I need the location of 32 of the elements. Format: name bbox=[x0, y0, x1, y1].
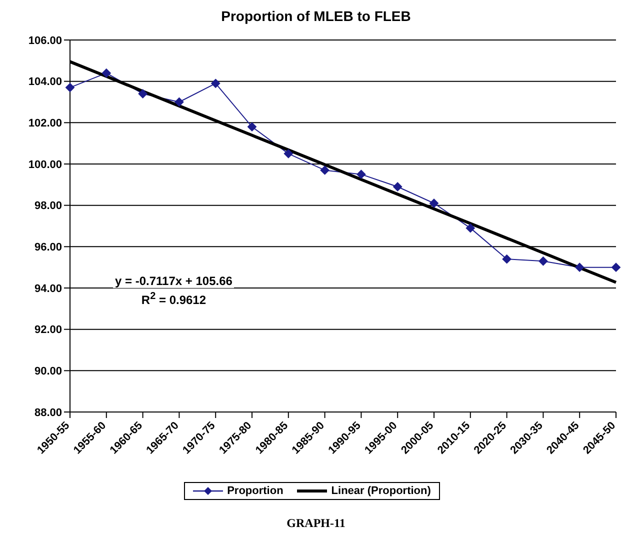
point bbox=[320, 166, 330, 175]
y-tick-label: 96.00 bbox=[34, 242, 62, 254]
y-tick-label: 92.00 bbox=[34, 324, 62, 336]
y-tick-label: 94.00 bbox=[34, 282, 62, 295]
y-tick-label: 100.00 bbox=[28, 158, 62, 171]
y-tick-label: 98.00 bbox=[34, 200, 62, 212]
point bbox=[575, 262, 584, 272]
chart-title: Proportion of MLEB to FLEB bbox=[220, 8, 412, 26]
y-tick-label: 106.00 bbox=[28, 34, 62, 47]
point bbox=[466, 224, 475, 233]
y-tick-label: 90.00 bbox=[34, 366, 62, 378]
point bbox=[430, 198, 438, 208]
point bbox=[356, 170, 366, 179]
text: GRAPH-11 bbox=[286, 516, 346, 531]
point bbox=[211, 78, 220, 88]
y-tick-label: 102.00 bbox=[28, 118, 62, 130]
legend-label: Linear (Proportion) bbox=[330, 485, 431, 497]
y-tick-label: 104.00 bbox=[28, 76, 62, 88]
point bbox=[174, 98, 184, 106]
point bbox=[393, 182, 402, 192]
y-tick-label: 88.00 bbox=[34, 406, 62, 419]
point bbox=[248, 122, 256, 132]
legend-label: Proportion bbox=[226, 485, 284, 497]
point bbox=[612, 262, 620, 272]
point bbox=[66, 83, 74, 92]
point bbox=[284, 149, 293, 158]
point bbox=[502, 254, 512, 264]
point bbox=[538, 256, 548, 266]
point bbox=[102, 68, 111, 78]
annotation: y = -0.7117x + 105.66 bbox=[113, 274, 234, 288]
annotation: R$^{2}$ = 0.9612 bbox=[139, 291, 208, 307]
point bbox=[138, 89, 148, 98]
